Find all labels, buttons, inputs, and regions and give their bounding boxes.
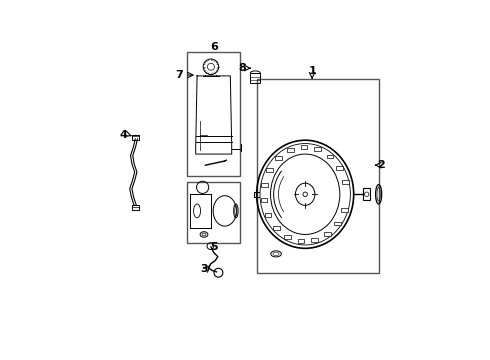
- Bar: [187, 182, 240, 243]
- Text: 4: 4: [119, 130, 127, 140]
- Bar: [342, 180, 349, 184]
- Bar: [275, 156, 282, 160]
- Bar: [266, 168, 273, 172]
- Bar: [335, 221, 341, 225]
- Text: 3: 3: [200, 264, 208, 274]
- Bar: [336, 166, 343, 170]
- Text: 1: 1: [308, 66, 316, 76]
- Bar: [250, 73, 260, 83]
- Bar: [187, 51, 240, 176]
- Bar: [327, 154, 333, 158]
- Bar: [257, 79, 379, 273]
- Bar: [301, 145, 307, 149]
- Bar: [265, 213, 271, 217]
- Bar: [132, 205, 139, 210]
- Bar: [287, 148, 294, 152]
- Text: 2: 2: [377, 160, 385, 170]
- Bar: [261, 183, 268, 187]
- Text: 7: 7: [175, 70, 183, 80]
- Bar: [297, 239, 304, 243]
- Bar: [315, 147, 321, 151]
- Text: 6: 6: [210, 42, 218, 52]
- Bar: [341, 208, 348, 212]
- Bar: [364, 188, 370, 201]
- Text: 5: 5: [210, 242, 218, 252]
- Bar: [273, 226, 279, 230]
- Bar: [261, 198, 267, 202]
- Text: 8: 8: [238, 63, 246, 73]
- Bar: [312, 238, 318, 242]
- Bar: [324, 232, 331, 236]
- Bar: [284, 235, 291, 239]
- Bar: [132, 135, 139, 140]
